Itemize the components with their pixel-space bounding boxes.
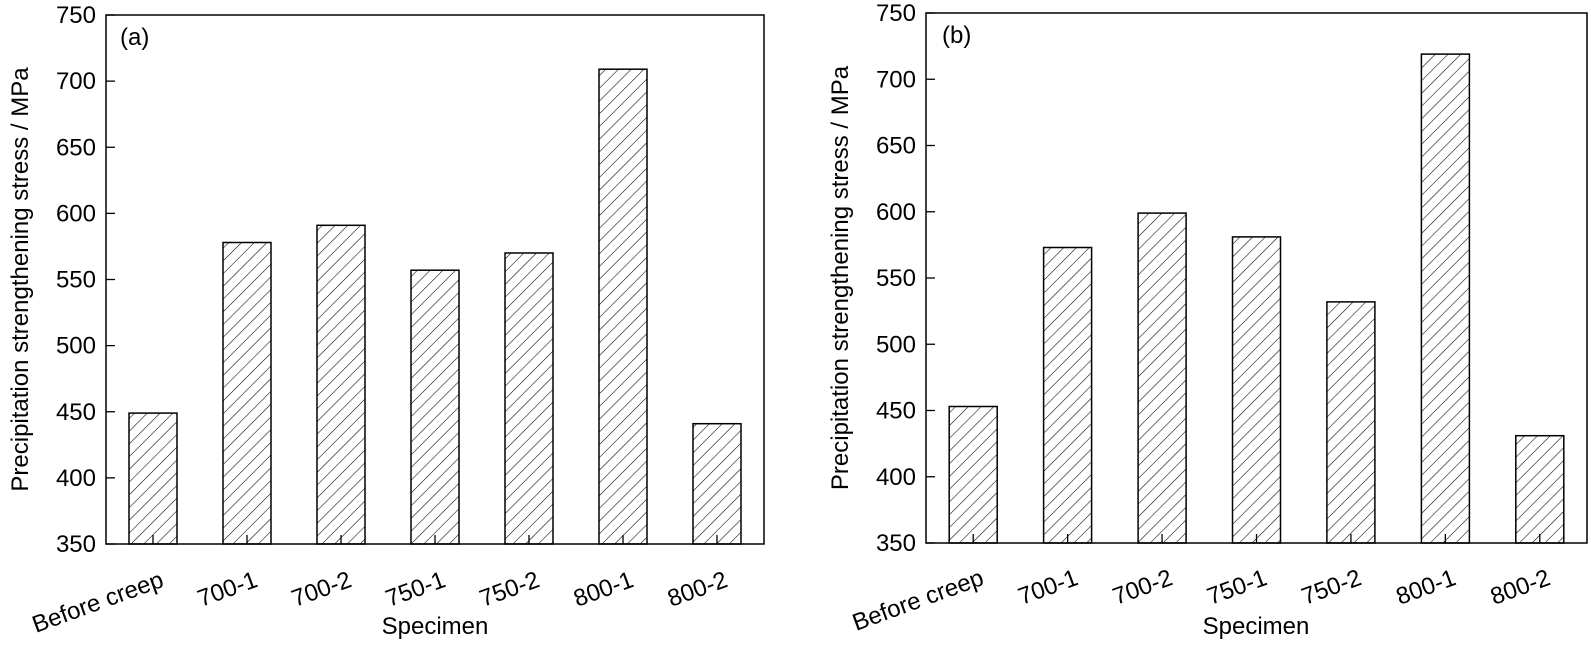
y-axis-title: Precipitation strengthening stress / MPa [7, 67, 34, 492]
bar-before-creep [948, 405, 998, 544]
bar-800-1 [598, 68, 648, 545]
x-tick-label: Before creep [849, 564, 987, 636]
x-tick-label: 750-1 [382, 566, 449, 612]
x-tick-label: 700-1 [194, 566, 261, 612]
y-tick-label: 600 [56, 200, 96, 227]
y-tick-label: 500 [56, 333, 96, 360]
x-tick-label: Before creep [29, 566, 167, 638]
y-tick-label: 700 [876, 66, 916, 93]
x-tick-label: 750-1 [1204, 564, 1271, 610]
bar-750-1 [1231, 236, 1282, 544]
y-axis-title: Precipitation strengthening stress / MPa [827, 65, 854, 490]
x-axis-title: Specimen [1203, 613, 1310, 640]
y-tick-label: 550 [876, 265, 916, 292]
y-tick-label: 400 [56, 465, 96, 492]
bar-800-1 [1420, 53, 1471, 544]
chart-panel-b: (b) Precipitation strengthening stress /… [827, 0, 1588, 640]
bar-700-2 [1137, 212, 1187, 544]
bar-group [128, 68, 742, 545]
y-tick-label: 450 [876, 398, 916, 425]
panel-label: (b) [942, 22, 971, 49]
x-tick-label: 750-2 [476, 566, 543, 612]
x-tick-label: 800-2 [1487, 564, 1554, 610]
x-tick-labels: Before creep 700-1 700-2 750-1 750-2 800-1 800… [29, 566, 731, 638]
y-tick-label: 500 [876, 331, 916, 358]
x-tick-label: 700-2 [1109, 564, 1176, 610]
x-tick-label: 700-2 [288, 566, 355, 612]
x-tick-label: 750-2 [1298, 564, 1365, 610]
x-axis-title: Specimen [382, 613, 489, 640]
bar-700-1 [222, 241, 272, 545]
panel-label: (a) [120, 24, 149, 51]
x-tick-label: 800-1 [570, 566, 637, 612]
y-tick-label: 350 [876, 530, 916, 557]
y-tick-label: 350 [56, 531, 96, 558]
y-tick-label: 450 [56, 399, 96, 426]
x-tick-label: 700-1 [1015, 564, 1082, 610]
chart-panel-a: (a) Precipitation strengthening stress /… [7, 2, 765, 640]
bar-750-2 [504, 252, 554, 545]
y-tick-label: 650 [876, 133, 916, 160]
y-tick-label: 700 [56, 68, 96, 95]
bar-800-2 [1515, 434, 1565, 544]
y-axis-ticks: 350 400 450 500 550 600 650 700 750 [56, 2, 115, 558]
x-tick-label: 800-1 [1393, 564, 1460, 610]
bar-before-creep [128, 412, 178, 545]
x-tick-labels: Before creep 700-1 700-2 750-1 750-2 800-1 800… [849, 564, 1554, 636]
y-tick-label: 550 [56, 267, 96, 294]
y-tick-label: 650 [56, 134, 96, 161]
bar-700-2 [316, 224, 366, 545]
y-tick-label: 750 [56, 2, 96, 29]
bar-700-1 [1042, 246, 1093, 544]
bar-750-2 [1326, 301, 1376, 544]
bar-group [948, 53, 1565, 544]
y-tick-label: 750 [876, 0, 916, 27]
y-tick-label: 600 [876, 199, 916, 226]
bar-750-1 [410, 269, 460, 545]
y-tick-label: 400 [876, 464, 916, 491]
bar-800-2 [692, 422, 742, 545]
y-axis-ticks: 350 400 450 500 550 600 650 700 750 [876, 0, 935, 557]
x-tick-label: 800-2 [664, 566, 731, 612]
